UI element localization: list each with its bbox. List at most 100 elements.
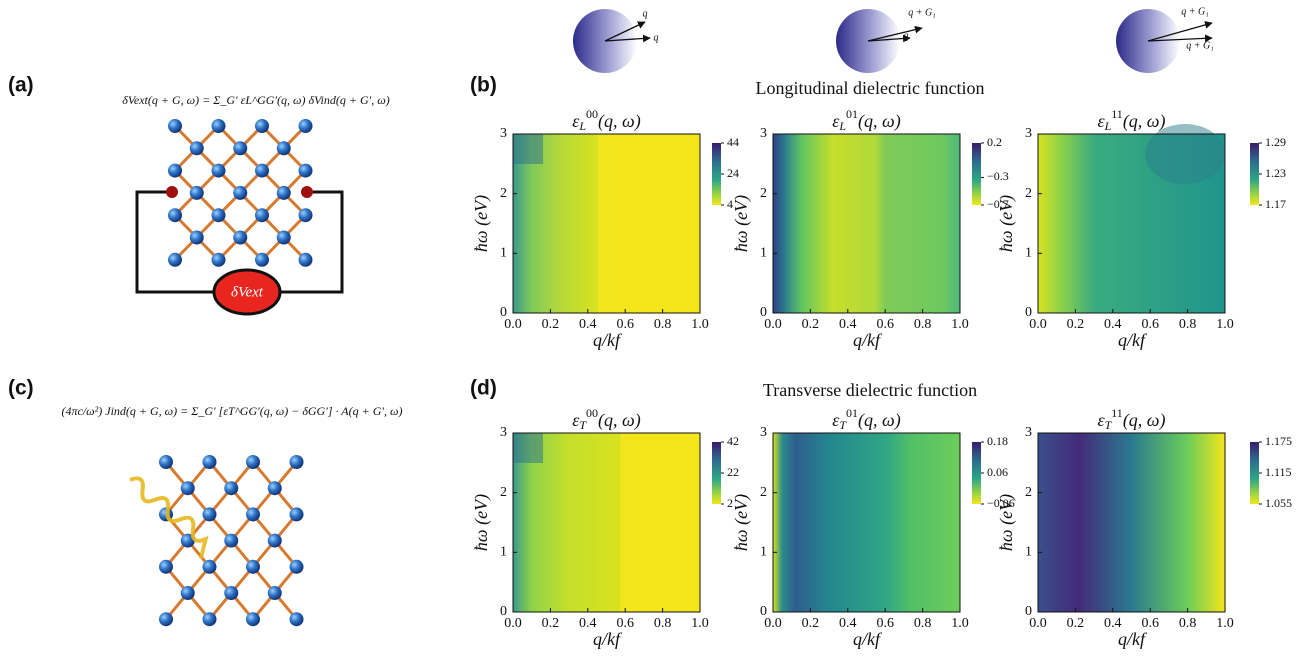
contour-shade: [513, 134, 543, 164]
colorbar-tick-label: 1.29: [1265, 135, 1286, 149]
x-tick-label: 0.2: [542, 317, 560, 332]
y-tick-label: 2: [1025, 186, 1032, 201]
title-part: 11: [1111, 406, 1123, 420]
x-tick-label: 1.0: [951, 616, 969, 631]
atom: [255, 163, 269, 178]
title-part: ε: [572, 111, 580, 131]
y-tick-label: 3: [1025, 425, 1032, 440]
title-part: 00: [586, 107, 598, 121]
vector-label: q: [654, 32, 659, 43]
contact: [301, 186, 313, 198]
y-tick-label: 1: [760, 545, 767, 560]
vector-label: q + G₁: [908, 7, 935, 18]
x-tick-label: 0.0: [1029, 616, 1047, 631]
title-part: T: [839, 418, 847, 432]
y-tick-label: 0: [500, 305, 507, 320]
colorbar: [712, 442, 721, 504]
y-tick-label: 1: [760, 246, 767, 261]
colorbar-tick-label: 22: [727, 465, 739, 479]
vector-arrow: [604, 21, 646, 42]
y-tick-label: 2: [500, 485, 507, 500]
y-tick-label: 3: [500, 425, 507, 440]
x-tick-label: 0.2: [1067, 616, 1085, 631]
x-tick-label: 1.0: [691, 616, 709, 631]
contour-field: [1038, 433, 1225, 612]
atom: [224, 533, 239, 548]
atom: [233, 185, 248, 200]
x-tick-label: 0.2: [542, 616, 560, 631]
contact: [166, 186, 178, 198]
contour-field: [513, 433, 700, 612]
contour-shade: [513, 433, 543, 463]
atom: [289, 612, 304, 627]
atom: [211, 252, 226, 267]
panel-label: (a): [8, 74, 34, 97]
colorbar: [1250, 442, 1259, 504]
contour-field: [513, 134, 700, 313]
source: [212, 268, 282, 316]
atom: [255, 119, 269, 133]
vector-label: q: [643, 8, 648, 19]
y-tick-label: 0: [760, 604, 767, 619]
atom: [189, 230, 204, 245]
atom: [289, 559, 304, 574]
plot-frame: [772, 432, 961, 613]
atom: [159, 612, 173, 627]
atom: [189, 141, 204, 156]
x-tick-label: 0.0: [764, 616, 782, 631]
y-tick-label: 3: [500, 126, 507, 141]
colorbar: [1250, 143, 1259, 205]
atom: [298, 163, 313, 178]
y-tick-label: 3: [1025, 126, 1032, 141]
title-part: 11: [1111, 107, 1123, 121]
atom: [168, 163, 182, 178]
vector-arrow: [1147, 34, 1213, 43]
colorbar-tick-label: −0.06: [987, 496, 1015, 510]
atom: [180, 481, 195, 496]
contour-field: [773, 433, 960, 612]
y-axis-label: ħω (eV): [996, 195, 1017, 252]
vector-arrow: [604, 34, 651, 43]
colorbar-tick-label: 1.115: [1265, 465, 1292, 479]
colorbar-tick-label: −0.7: [987, 197, 1009, 211]
atom: [189, 185, 204, 200]
atom: [180, 586, 195, 600]
atom: [255, 208, 269, 223]
colorbar-tick-label: 1.055: [1265, 496, 1292, 510]
title-part: (q, ω): [858, 410, 901, 431]
atom: [246, 612, 260, 627]
title-part: T: [1105, 418, 1113, 432]
atom: [224, 586, 239, 600]
x-tick-label: 0.4: [1104, 616, 1122, 631]
title-part: ε: [1097, 410, 1105, 430]
x-tick-label: 0.4: [1104, 317, 1122, 332]
chart-title: εT01(q, ω): [832, 406, 900, 432]
y-tick-label: 1: [1025, 545, 1032, 560]
atom: [267, 481, 282, 496]
y-tick-label: 0: [1025, 604, 1032, 619]
contour-shade: [1145, 124, 1225, 184]
y-tick-label: 1: [500, 545, 507, 560]
title-part: (q, ω): [858, 111, 901, 132]
vector-label: q + G₁: [1186, 40, 1213, 51]
y-tick-label: 0: [760, 305, 767, 320]
x-tick-label: 0.8: [1179, 317, 1197, 332]
title-part: 01: [846, 406, 858, 420]
colorbar: [972, 143, 981, 205]
title-part: (q, ω): [1123, 410, 1166, 431]
y-tick-label: 3: [760, 126, 767, 141]
atom: [168, 252, 182, 267]
atom: [168, 208, 182, 223]
atom: [159, 559, 173, 574]
atom: [276, 230, 291, 245]
plot-frame: [512, 432, 701, 613]
vector-label: q + G₁: [1181, 6, 1208, 17]
colorbar-tick-label: 24: [727, 166, 739, 180]
atom: [276, 185, 291, 200]
vector-arrow: [867, 25, 923, 42]
panel-label: (b): [470, 74, 497, 97]
atom: [202, 559, 217, 574]
title-part: ε: [1097, 111, 1105, 131]
atom: [211, 208, 226, 223]
